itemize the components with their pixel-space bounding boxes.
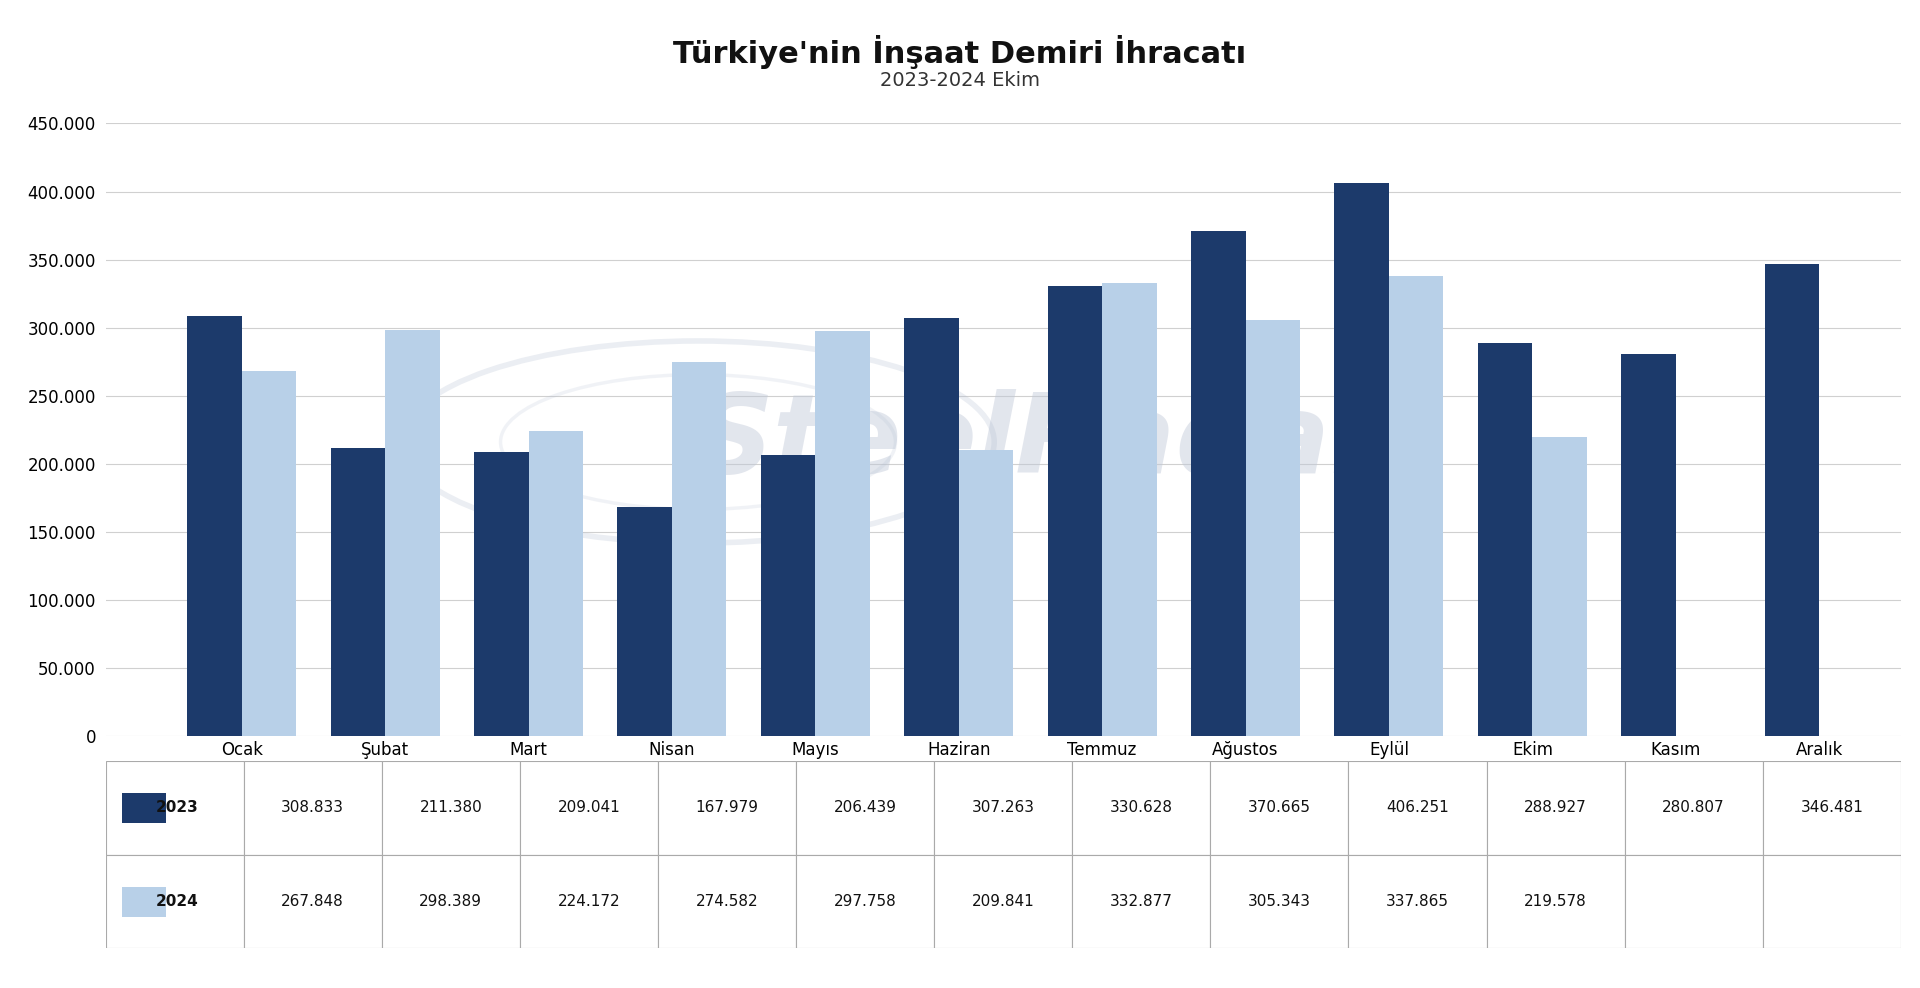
Bar xyxy=(1210,761,1348,855)
Bar xyxy=(382,855,520,948)
Bar xyxy=(958,451,1014,736)
Text: 308.833: 308.833 xyxy=(280,800,344,815)
Text: 370.665: 370.665 xyxy=(1248,800,1311,815)
Bar xyxy=(244,761,382,855)
Bar xyxy=(123,792,167,823)
Text: 346.481: 346.481 xyxy=(1801,800,1862,815)
Bar xyxy=(659,855,797,948)
Bar xyxy=(106,761,244,855)
Text: 288.927: 288.927 xyxy=(1524,800,1588,815)
Text: 280.807: 280.807 xyxy=(1663,800,1724,815)
Bar xyxy=(618,508,672,736)
Text: 224.172: 224.172 xyxy=(557,894,620,909)
Bar xyxy=(1763,855,1901,948)
Text: 307.263: 307.263 xyxy=(972,800,1035,815)
Text: 167.979: 167.979 xyxy=(695,800,758,815)
Bar xyxy=(659,761,797,855)
Text: 332.877: 332.877 xyxy=(1110,894,1173,909)
Bar xyxy=(244,855,382,948)
Text: 297.758: 297.758 xyxy=(833,894,897,909)
Text: 330.628: 330.628 xyxy=(1110,800,1173,815)
Bar xyxy=(1486,761,1624,855)
Bar xyxy=(797,855,935,948)
Bar xyxy=(1246,320,1300,736)
Bar xyxy=(935,761,1071,855)
Bar xyxy=(1624,761,1763,855)
Bar xyxy=(672,363,726,736)
Text: 305.343: 305.343 xyxy=(1248,894,1311,909)
Bar xyxy=(1764,265,1820,736)
Text: 219.578: 219.578 xyxy=(1524,894,1588,909)
Bar xyxy=(1388,276,1444,736)
Bar xyxy=(797,761,935,855)
Bar xyxy=(1048,286,1102,736)
Bar xyxy=(1348,855,1486,948)
Text: 406.251: 406.251 xyxy=(1386,800,1450,815)
Bar xyxy=(520,761,659,855)
Bar xyxy=(106,855,244,948)
Text: 2024: 2024 xyxy=(156,894,200,909)
Text: Türkiye'nin İnşaat Demiri İhracatı: Türkiye'nin İnşaat Demiri İhracatı xyxy=(674,35,1246,68)
Text: 211.380: 211.380 xyxy=(419,800,482,815)
Bar xyxy=(188,315,242,736)
Bar xyxy=(1486,855,1624,948)
Bar xyxy=(1532,437,1586,736)
Bar xyxy=(816,331,870,736)
Text: 267.848: 267.848 xyxy=(282,894,344,909)
Text: 209.841: 209.841 xyxy=(972,894,1035,909)
Bar xyxy=(904,318,958,736)
Text: 2023: 2023 xyxy=(156,800,200,815)
Bar xyxy=(1620,354,1676,736)
Bar xyxy=(1071,761,1210,855)
Bar xyxy=(520,855,659,948)
Bar xyxy=(386,330,440,736)
Bar xyxy=(1210,855,1348,948)
Bar xyxy=(242,371,296,736)
Text: 298.389: 298.389 xyxy=(419,894,482,909)
Text: SteelRadar: SteelRadar xyxy=(693,388,1384,496)
Bar xyxy=(382,761,520,855)
Text: 206.439: 206.439 xyxy=(833,800,897,815)
Bar xyxy=(1190,231,1246,736)
Bar xyxy=(935,855,1071,948)
Bar xyxy=(528,431,584,736)
Text: 209.041: 209.041 xyxy=(557,800,620,815)
Bar xyxy=(1763,761,1901,855)
Text: 2023-2024 Ekim: 2023-2024 Ekim xyxy=(879,71,1041,90)
Bar xyxy=(1071,855,1210,948)
Text: 337.865: 337.865 xyxy=(1386,894,1450,909)
Bar xyxy=(1102,283,1156,736)
Bar xyxy=(1348,761,1486,855)
Bar xyxy=(474,452,528,736)
Bar xyxy=(1478,343,1532,736)
Bar xyxy=(123,886,167,917)
Bar xyxy=(760,455,816,736)
Text: 274.582: 274.582 xyxy=(695,894,758,909)
Bar xyxy=(330,449,386,736)
Bar xyxy=(1334,183,1388,736)
Bar xyxy=(1624,855,1763,948)
